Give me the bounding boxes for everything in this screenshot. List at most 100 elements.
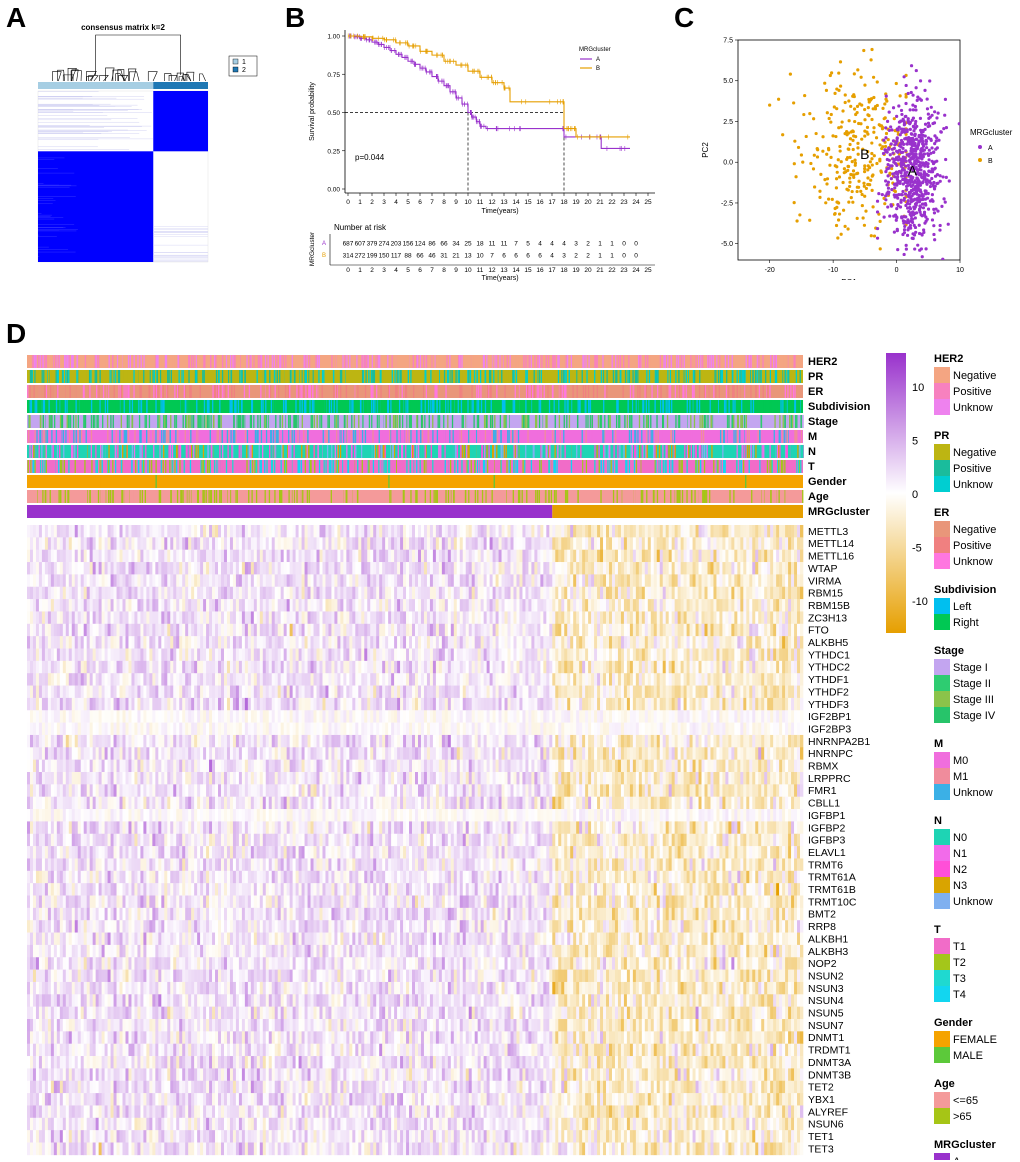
track-cell	[696, 355, 699, 368]
track-cell	[486, 445, 488, 458]
point-A	[907, 178, 912, 183]
track-cell	[496, 355, 498, 368]
point-A	[891, 151, 895, 155]
track-cell	[705, 430, 707, 443]
point-A	[900, 127, 904, 131]
track-cell	[682, 385, 684, 398]
track-cell	[443, 415, 445, 428]
point-B	[878, 143, 882, 147]
point-B	[893, 189, 897, 194]
track-cell	[151, 385, 154, 398]
track-cell	[299, 400, 301, 413]
track-cell	[632, 370, 634, 383]
track-cell	[526, 400, 528, 413]
track-cell	[660, 385, 662, 398]
point-A	[884, 194, 888, 198]
track-cell	[361, 460, 363, 473]
track-cell	[290, 445, 292, 458]
track-cell	[346, 430, 348, 443]
track-cell	[563, 430, 565, 443]
track-cell	[42, 415, 44, 428]
track-cell	[308, 385, 310, 398]
track-cell	[220, 430, 222, 443]
track-cell	[38, 490, 40, 503]
track-cell	[662, 445, 664, 458]
track-cell	[86, 370, 89, 383]
track-cell	[510, 490, 512, 503]
track-cell	[336, 490, 338, 503]
dendrogram-branch	[178, 76, 185, 82]
point-A	[904, 101, 908, 106]
track-cell	[637, 355, 640, 368]
track-cell	[736, 430, 739, 443]
track-cell	[79, 415, 81, 428]
track-cell	[796, 430, 799, 443]
point-B	[878, 219, 882, 223]
track-cell	[787, 385, 789, 398]
track-cell	[287, 445, 289, 458]
track-cell	[69, 415, 72, 428]
track-cell	[122, 355, 124, 368]
track-cell	[494, 415, 496, 428]
track-cell	[473, 400, 476, 413]
track-cell	[49, 370, 52, 383]
point-B	[833, 91, 837, 96]
track-cell	[517, 490, 520, 503]
track-cell	[61, 415, 63, 428]
point-A	[909, 188, 914, 193]
point-A	[941, 257, 945, 260]
track-cell	[202, 445, 205, 458]
track-cell	[726, 355, 728, 368]
point-B	[869, 234, 873, 238]
x-axis-label: PC1	[841, 278, 857, 280]
track-cell	[227, 430, 229, 443]
point-A	[900, 193, 904, 197]
point-B	[857, 121, 861, 126]
point-B	[898, 94, 902, 98]
track-cell	[360, 430, 362, 443]
track-cell	[523, 355, 525, 368]
track-cell	[153, 385, 155, 398]
track-bg	[27, 415, 803, 428]
point-B	[824, 201, 828, 205]
dendrogram-branch	[67, 68, 77, 82]
track-cell	[298, 460, 300, 473]
point-B	[808, 112, 812, 116]
track-cell	[449, 370, 451, 383]
track-cell	[64, 385, 66, 398]
legend: 12	[228, 55, 258, 77]
point-A	[923, 197, 928, 201]
track-cell	[153, 400, 155, 413]
track-cell	[172, 355, 175, 368]
track-cell	[561, 370, 563, 383]
risk-cell: 0	[622, 253, 626, 260]
point-B	[837, 88, 841, 92]
point-A	[922, 148, 927, 152]
track-cell	[550, 490, 553, 503]
track-cell	[478, 385, 480, 398]
track-cell	[182, 370, 184, 383]
point-B	[838, 60, 843, 64]
dendrogram-branch	[182, 74, 192, 82]
track-cell	[445, 400, 447, 413]
point-A	[910, 142, 914, 146]
track-cell	[509, 355, 511, 368]
track-cell	[89, 385, 91, 398]
track-cell	[719, 385, 721, 398]
track-cell	[517, 430, 520, 443]
point-B	[872, 95, 876, 100]
track-cell	[670, 385, 672, 398]
track-cell	[309, 460, 311, 473]
track-cell	[144, 490, 147, 503]
track-cell	[57, 385, 59, 398]
track-cell	[391, 400, 394, 413]
track-cell	[678, 430, 680, 443]
track-cell	[671, 385, 673, 398]
track-label: Stage	[808, 416, 838, 428]
track-cell	[588, 355, 590, 368]
track-cell	[575, 430, 577, 443]
track-cell	[417, 445, 420, 458]
track-cell	[208, 370, 210, 383]
track-cell	[40, 415, 42, 428]
track-cell	[200, 460, 202, 473]
